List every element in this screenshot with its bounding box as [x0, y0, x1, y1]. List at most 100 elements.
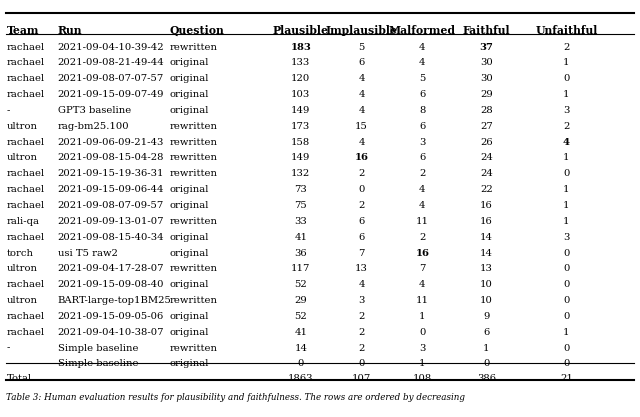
Text: Simple baseline: Simple baseline — [58, 344, 138, 353]
Text: rachael: rachael — [6, 138, 45, 147]
Text: 2: 2 — [419, 233, 426, 242]
Text: 0: 0 — [563, 74, 570, 83]
Text: 4: 4 — [419, 43, 426, 52]
Text: 14: 14 — [480, 233, 493, 242]
Text: 6: 6 — [419, 90, 426, 99]
Text: 0: 0 — [563, 169, 570, 178]
Text: 2021-09-06-09-21-43: 2021-09-06-09-21-43 — [58, 138, 164, 147]
Text: 133: 133 — [291, 58, 310, 68]
Text: 6: 6 — [358, 58, 365, 68]
Text: rachael: rachael — [6, 233, 45, 242]
Text: ultron: ultron — [6, 264, 37, 274]
Text: 3: 3 — [358, 296, 365, 305]
Text: 103: 103 — [291, 90, 310, 99]
Text: rewritten: rewritten — [170, 138, 218, 147]
Text: Table 3: Human evaluation results for plausibility and faithfulness. The rows ar: Table 3: Human evaluation results for pl… — [6, 393, 465, 402]
Text: 0: 0 — [298, 359, 304, 369]
Text: 0: 0 — [358, 185, 365, 194]
Text: rachael: rachael — [6, 328, 45, 337]
Text: 2021-09-09-13-01-07: 2021-09-09-13-01-07 — [58, 217, 164, 226]
Text: 52: 52 — [294, 312, 307, 321]
Text: 2: 2 — [358, 169, 365, 178]
Text: 4: 4 — [419, 201, 426, 210]
Text: original: original — [170, 249, 209, 258]
Text: 37: 37 — [479, 43, 493, 52]
Text: rewritten: rewritten — [170, 344, 218, 353]
Text: 24: 24 — [480, 153, 493, 163]
Text: original: original — [170, 280, 209, 289]
Text: 2021-09-08-15-04-28: 2021-09-08-15-04-28 — [58, 153, 164, 163]
Text: 1: 1 — [563, 217, 570, 226]
Text: 0: 0 — [358, 359, 365, 369]
Text: 6: 6 — [358, 217, 365, 226]
Text: 2: 2 — [358, 328, 365, 337]
Text: 30: 30 — [480, 74, 493, 83]
Text: 2021-09-15-09-07-49: 2021-09-15-09-07-49 — [58, 90, 164, 99]
Text: 28: 28 — [480, 106, 493, 115]
Text: rachael: rachael — [6, 58, 45, 68]
Text: Unfaithful: Unfaithful — [535, 25, 598, 36]
Text: 2021-09-04-10-38-07: 2021-09-04-10-38-07 — [58, 328, 164, 337]
Text: 2: 2 — [419, 169, 426, 178]
Text: 2021-09-08-21-49-44: 2021-09-08-21-49-44 — [58, 58, 164, 68]
Text: -: - — [6, 106, 10, 115]
Text: 5: 5 — [358, 43, 365, 52]
Text: 3: 3 — [563, 233, 570, 242]
Text: rewritten: rewritten — [170, 43, 218, 52]
Text: 2021-09-04-17-28-07: 2021-09-04-17-28-07 — [58, 264, 164, 274]
Text: 1: 1 — [563, 153, 570, 163]
Text: rachael: rachael — [6, 280, 45, 289]
Text: rachael: rachael — [6, 185, 45, 194]
Text: rachael: rachael — [6, 201, 45, 210]
Text: 149: 149 — [291, 153, 310, 163]
Text: -: - — [6, 359, 10, 369]
Text: 3: 3 — [419, 138, 426, 147]
Text: usi T5 raw2: usi T5 raw2 — [58, 249, 118, 258]
Text: rag-bm25.100: rag-bm25.100 — [58, 122, 129, 131]
Text: 2021-09-15-09-06-44: 2021-09-15-09-06-44 — [58, 185, 164, 194]
Text: Question: Question — [170, 25, 225, 36]
Text: 2021-09-15-09-05-06: 2021-09-15-09-05-06 — [58, 312, 164, 321]
Text: original: original — [170, 90, 209, 99]
Text: 24: 24 — [480, 169, 493, 178]
Text: 2021-09-08-07-07-57: 2021-09-08-07-07-57 — [58, 74, 164, 83]
Text: rewritten: rewritten — [170, 264, 218, 274]
Text: rachael: rachael — [6, 74, 45, 83]
Text: 11: 11 — [416, 217, 429, 226]
Text: 16: 16 — [480, 217, 493, 226]
Text: torch: torch — [6, 249, 33, 258]
Text: 2: 2 — [358, 344, 365, 353]
Text: 41: 41 — [294, 328, 307, 337]
Text: original: original — [170, 74, 209, 83]
Text: 0: 0 — [563, 249, 570, 258]
Text: Implausible: Implausible — [326, 25, 397, 36]
Text: 2021-09-04-10-39-42: 2021-09-04-10-39-42 — [58, 43, 164, 52]
Text: original: original — [170, 201, 209, 210]
Text: original: original — [170, 185, 209, 194]
Text: 3: 3 — [563, 106, 570, 115]
Text: 4: 4 — [358, 74, 365, 83]
Text: original: original — [170, 233, 209, 242]
Text: 14: 14 — [294, 344, 307, 353]
Text: 4: 4 — [563, 138, 570, 147]
Text: 4: 4 — [419, 280, 426, 289]
Text: 30: 30 — [480, 58, 493, 68]
Text: 15: 15 — [355, 122, 368, 131]
Text: 2: 2 — [563, 122, 570, 131]
Text: 6: 6 — [419, 122, 426, 131]
Text: 5: 5 — [419, 74, 426, 83]
Text: ultron: ultron — [6, 153, 37, 163]
Text: original: original — [170, 106, 209, 115]
Text: Run: Run — [58, 25, 82, 36]
Text: 10: 10 — [480, 296, 493, 305]
Text: Simple baseline: Simple baseline — [58, 359, 138, 369]
Text: 1: 1 — [483, 344, 490, 353]
Text: 16: 16 — [415, 249, 429, 258]
Text: rewritten: rewritten — [170, 296, 218, 305]
Text: 132: 132 — [291, 169, 310, 178]
Text: 9: 9 — [483, 312, 490, 321]
Text: rachael: rachael — [6, 312, 45, 321]
Text: 7: 7 — [358, 249, 365, 258]
Text: 21: 21 — [560, 374, 573, 383]
Text: 14: 14 — [480, 249, 493, 258]
